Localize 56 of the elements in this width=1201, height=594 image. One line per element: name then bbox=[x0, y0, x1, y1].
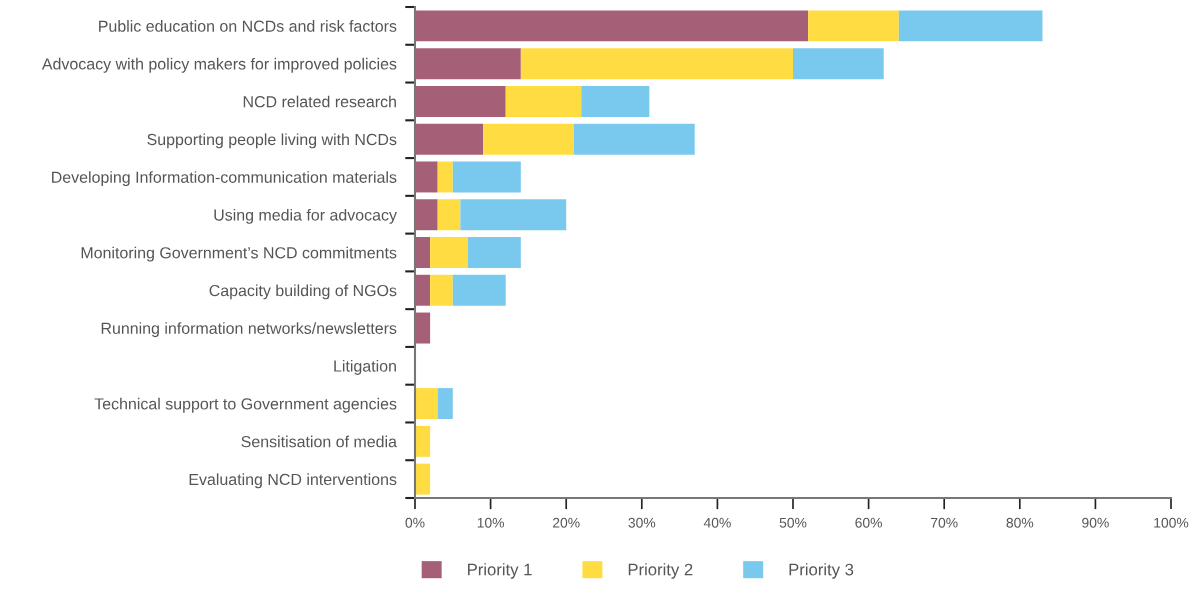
bar bbox=[452, 161, 521, 193]
y-tick-label: Litigation bbox=[334, 360, 396, 375]
y-tick-label: Capacity building of NGOs bbox=[209, 284, 397, 300]
bar bbox=[415, 123, 484, 155]
bar bbox=[505, 85, 582, 117]
y-tick-label: Public education on NCDs and risk factors bbox=[99, 20, 397, 32]
bar bbox=[415, 237, 431, 268]
y-tick-label: Monitoring Government’s NCD commitments bbox=[81, 246, 397, 262]
legend-label: Priority 1 bbox=[468, 563, 532, 579]
x-tick-label: 40% bbox=[703, 517, 731, 528]
y-tick-label: Using media for advocacy bbox=[214, 208, 397, 224]
y-tick-label: Advocacy with policy makers for improved policies bbox=[41, 57, 397, 73]
bar bbox=[415, 388, 438, 420]
x-tick-label: 0% bbox=[405, 517, 425, 528]
bar bbox=[520, 48, 793, 80]
x-tick-label: 70% bbox=[931, 517, 958, 528]
bar bbox=[415, 10, 809, 42]
x-tick-label: 30% bbox=[628, 517, 656, 528]
bar bbox=[415, 199, 438, 231]
y-tick-label: Running information networks/newsletters bbox=[101, 322, 397, 338]
y-tick-label: Technical support to Government agencies bbox=[94, 397, 397, 413]
x-tick-label: 100% bbox=[1154, 517, 1189, 528]
bar bbox=[415, 425, 431, 457]
x-tick-label: 20% bbox=[553, 517, 580, 528]
y-tick-label: Supporting people living with NCDs bbox=[147, 133, 397, 149]
x-tick-label: 90% bbox=[1082, 517, 1109, 528]
bar bbox=[415, 48, 521, 80]
y-tick-label: Sensitisation of media bbox=[241, 435, 397, 448]
bar bbox=[430, 274, 453, 306]
bar bbox=[460, 199, 567, 231]
x-tick-label: 60% bbox=[855, 517, 883, 528]
bar bbox=[415, 463, 431, 495]
bar bbox=[415, 274, 431, 306]
x-tick-label: 10% bbox=[477, 517, 505, 528]
bar bbox=[415, 85, 506, 117]
bar bbox=[430, 237, 468, 268]
bar bbox=[415, 312, 431, 344]
bar bbox=[437, 199, 461, 231]
x-tick-label: 80% bbox=[1006, 517, 1034, 528]
bar bbox=[581, 85, 650, 117]
y-tick-label: Developing Information-communication materials bbox=[52, 171, 397, 187]
bar bbox=[437, 161, 453, 193]
bar bbox=[808, 10, 899, 42]
bar bbox=[483, 123, 574, 155]
legend-label: Priority 3 bbox=[789, 563, 854, 579]
y-tick-label: Evaluating NCD interventions bbox=[189, 473, 397, 489]
x-tick-label: 50% bbox=[779, 517, 807, 528]
y-tick-label: NCD related research bbox=[243, 95, 396, 108]
bar bbox=[437, 388, 453, 420]
legend-label: Priority 2 bbox=[628, 563, 693, 579]
bar bbox=[467, 237, 521, 268]
bar bbox=[793, 48, 884, 80]
bar bbox=[452, 274, 506, 306]
bar bbox=[573, 123, 695, 155]
bar bbox=[898, 10, 1043, 42]
bar bbox=[415, 161, 438, 193]
